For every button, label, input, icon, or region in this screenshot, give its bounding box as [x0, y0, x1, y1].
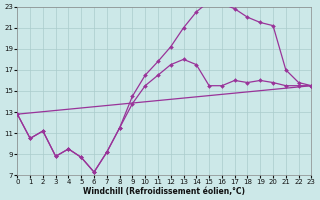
X-axis label: Windchill (Refroidissement éolien,°C): Windchill (Refroidissement éolien,°C) — [84, 187, 245, 196]
